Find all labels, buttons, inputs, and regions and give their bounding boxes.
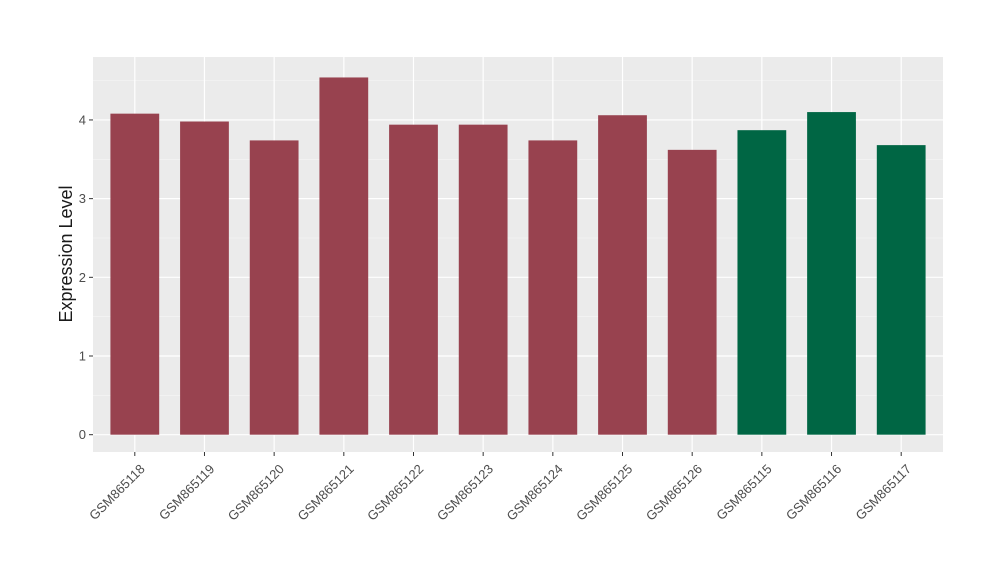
x-tick-label: GSM865125	[573, 461, 635, 523]
y-tick-label: 0	[79, 427, 86, 442]
bar-GSM865123	[458, 124, 508, 435]
x-tick-label: GSM865123	[434, 461, 496, 523]
x-tick-label: GSM865124	[504, 461, 566, 523]
y-tick-label: 1	[79, 349, 86, 364]
y-tick-label: 4	[79, 112, 86, 127]
bar-GSM865118	[110, 113, 160, 435]
minor-gridlines	[93, 80, 943, 396]
x-tick-label: GSM865126	[643, 461, 705, 523]
x-tick-label: GSM865118	[86, 461, 148, 523]
bars	[110, 77, 926, 435]
bar-GSM865121	[319, 77, 369, 435]
bar-GSM865124	[528, 140, 578, 435]
x-tick-label: GSM865119	[156, 461, 218, 523]
bar-GSM865122	[389, 124, 438, 435]
x-tick-label: GSM865121	[294, 461, 356, 523]
x-tick-label: GSM865120	[225, 461, 287, 523]
x-tick-label: GSM865117	[853, 461, 915, 523]
x-axis: GSM865118 GSM865119 GSM865120 GSM865121 GSM8…	[86, 452, 914, 524]
y-tick-label: 2	[79, 270, 86, 285]
bar-GSM865116	[807, 112, 856, 435]
bar-GSM865120	[249, 140, 299, 435]
x-tick-label: GSM865122	[364, 461, 426, 523]
x-tick-label: GSM865115	[713, 461, 775, 523]
bar-GSM865117	[876, 145, 926, 435]
y-axis: 0 1 2 3 4	[79, 112, 93, 442]
bar-GSM865125	[598, 115, 647, 435]
bar-GSM865115	[737, 130, 787, 435]
y-axis-title: Expression Level	[56, 185, 76, 322]
bar-GSM865119	[180, 121, 229, 435]
y-tick-label: 3	[79, 191, 86, 206]
bar-GSM865126	[667, 149, 717, 435]
x-tick-label: GSM865116	[783, 461, 845, 523]
plot-panel	[93, 57, 943, 452]
